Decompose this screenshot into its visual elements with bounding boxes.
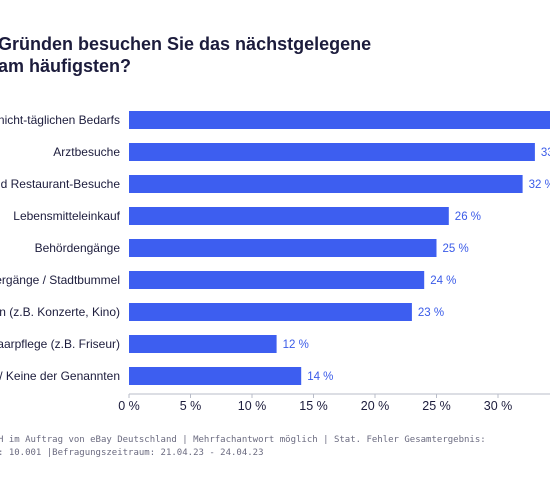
category-label: nicht-täglichen Bedarfs [0,113,120,127]
value-label: 23 % [418,307,444,319]
x-tick-label: 10 % [238,399,267,413]
value-label: 32 % [529,179,550,191]
category-label: nd Restaurant-Besuche [0,177,120,191]
chart-title: Gründen besuchen Sie das nächstgelegene … [0,33,550,77]
category-label: gen (z.B. Konzerte, Kino) [0,305,120,319]
chart-title-line-1: Gründen besuchen Sie das nächstgelegene [0,34,372,54]
bar [129,335,277,353]
category-label: t / Keine der Genannten [0,369,120,383]
category-label: Haarpflege (z.B. Friseur) [0,337,120,351]
bar [129,303,412,321]
value-label: 25 % [443,243,469,255]
value-label: 14 % [307,371,333,383]
footnote-line-1: H im Auftrag von eBay Deutschland | Mehr… [0,435,486,445]
x-tick-label: 0 % [118,399,140,413]
bar-chart: nicht-täglichen Bedarfs Arztbesuche 33 nd R… [0,111,550,413]
category-label: ergänge / Stadtbummel [0,273,120,287]
x-tick-label: 20 % [361,399,390,413]
chart-title-line-2: am häufigsten? [0,56,132,76]
bar [129,239,437,257]
x-tick-label: 25 % [422,399,451,413]
x-tick-label: 5 % [180,399,202,413]
category-label: Lebensmitteleinkauf [13,209,120,223]
bar [129,271,425,289]
category-label: Arztbesuche [53,145,120,159]
bar [129,175,523,193]
value-label: 26 % [455,211,481,223]
value-label: 12 % [283,339,309,351]
value-label: 24 % [430,275,456,287]
value-label: 33 [541,147,550,159]
category-label: Behördengänge [35,241,121,255]
footnote-line-2: : 10.001 |Befragungszeitraum: 21.04.23 -… [0,448,264,458]
footnote: H im Auftrag von eBay Deutschland | Mehr… [0,434,550,460]
x-tick-label: 30 % [484,399,513,413]
bar [129,143,535,161]
x-tick-label: 15 % [299,399,328,413]
bar [129,367,302,385]
bar [129,111,550,129]
bar [129,207,449,225]
